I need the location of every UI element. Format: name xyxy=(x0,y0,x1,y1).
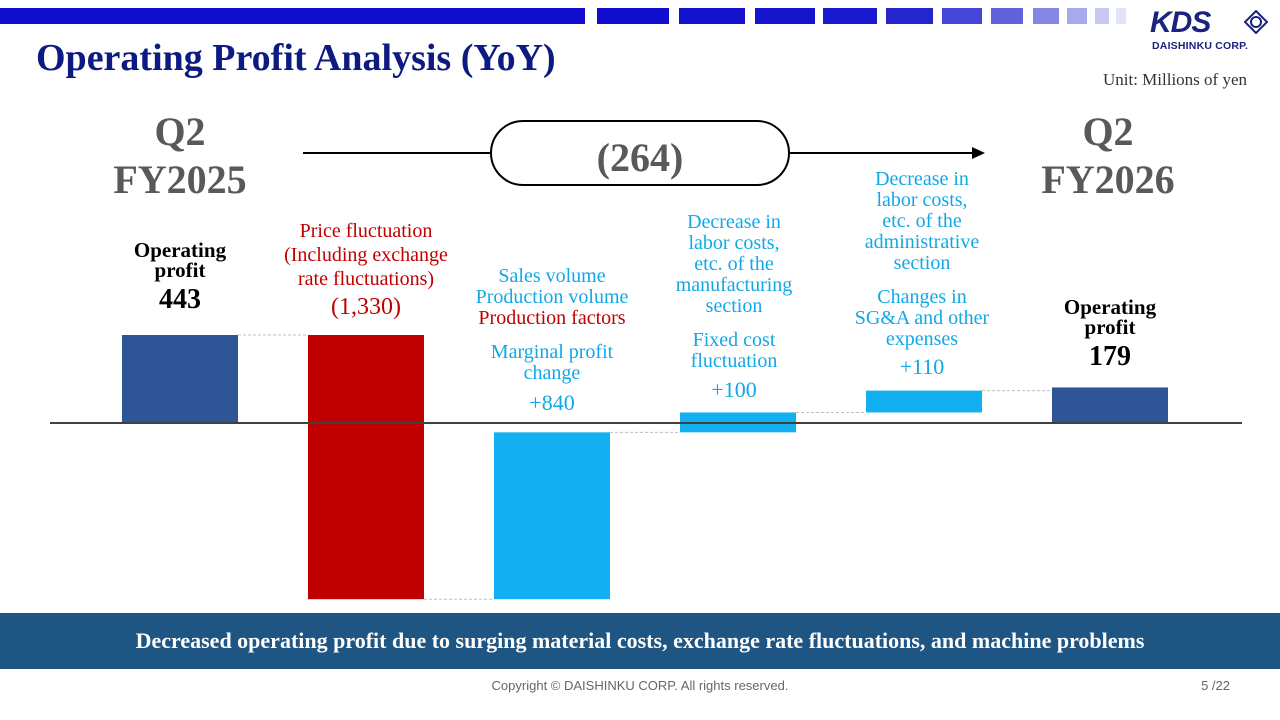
bar-sga xyxy=(866,390,982,413)
bar-end-profit xyxy=(1052,387,1168,423)
change-value: (264) xyxy=(597,135,684,180)
end-value: 179 xyxy=(1089,341,1131,372)
stripe-segment xyxy=(1067,8,1087,24)
marginal-top-3: Production factors xyxy=(478,307,626,329)
sga-top-5: section xyxy=(893,252,951,274)
sga-label: Decrease in labor costs, etc. of the adm… xyxy=(822,168,1022,379)
copyright: Copyright © DAISHINKU CORP. All rights r… xyxy=(491,678,789,693)
period-end-quarter: Q2 xyxy=(1082,109,1134,154)
end-label: Operating profit 179 xyxy=(1050,297,1170,377)
sga-top-3: etc. of the xyxy=(882,210,962,232)
price-value: (1,330) xyxy=(331,294,401,320)
sga-value: +110 xyxy=(899,354,945,379)
change-pill xyxy=(490,120,790,186)
price-line-3: rate fluctuations) xyxy=(297,268,435,290)
fixed-top-1: Decrease in xyxy=(687,211,781,233)
fixed-top-2: labor costs, xyxy=(688,232,780,254)
fixed-top-3: etc. of the xyxy=(694,253,774,275)
page-title: Operating Profit Analysis (YoY) xyxy=(36,37,556,79)
marginal-top-1: Sales volume xyxy=(498,265,606,287)
fixed-top-4: manufacturing xyxy=(675,274,793,296)
sga-line-3: expenses xyxy=(885,328,959,350)
logo-mark-icon xyxy=(1244,10,1268,34)
stripe-segment xyxy=(1116,8,1126,24)
logo-subtext: DAISHINKU CORP. xyxy=(1152,40,1249,52)
marginal-line-1: Marginal profit xyxy=(490,341,614,363)
period-end-year: FY2026 xyxy=(1041,157,1175,202)
sga-top-1: Decrease in xyxy=(875,168,969,190)
bar-marginal-profit xyxy=(494,432,610,600)
change-arrow-head-icon xyxy=(972,147,985,159)
company-logo: KDS DAISHINKU CORP. xyxy=(1150,6,1268,54)
stripe-segment xyxy=(597,8,669,24)
price-label: Price fluctuation (Including exchange ra… xyxy=(266,220,466,320)
start-label-text: Operating profit xyxy=(133,238,227,282)
fixed-line-1: Fixed cost xyxy=(692,329,776,351)
bar-start-profit xyxy=(122,335,238,423)
start-value: 443 xyxy=(159,284,201,315)
stripe-segment xyxy=(1033,8,1059,24)
period-start: Q2 FY2025 xyxy=(80,108,280,204)
page-number: 5 /22 xyxy=(1201,678,1230,693)
top-stripe xyxy=(0,8,1126,24)
marginal-line-2: change xyxy=(523,362,581,384)
stripe-segment xyxy=(755,8,815,24)
stripe-segment xyxy=(886,8,933,24)
marginal-label: Sales volume Production volume Productio… xyxy=(452,265,652,415)
end-label-text: Operating profit xyxy=(1063,295,1157,339)
fixed-value: +100 xyxy=(711,377,757,402)
stripe-segment xyxy=(942,8,982,24)
fixed-label: Decrease in labor costs, etc. of the man… xyxy=(634,211,834,402)
stripe-segment xyxy=(823,8,877,24)
period-end: Q2 FY2026 xyxy=(1008,108,1208,204)
marginal-top-2: Production volume xyxy=(475,286,629,308)
stripe-segment xyxy=(1095,8,1109,24)
fixed-top-5: section xyxy=(705,295,763,317)
stripe-segment xyxy=(0,8,585,24)
fixed-line-2: fluctuation xyxy=(690,350,778,372)
price-line-1: Price fluctuation xyxy=(299,220,433,242)
stripe-segment xyxy=(991,8,1023,24)
period-start-quarter: Q2 xyxy=(154,109,206,154)
start-label: Operating profit 443 xyxy=(120,240,240,320)
sga-top-4: administrative xyxy=(864,231,980,253)
bar-price-fluctuation xyxy=(308,335,424,600)
period-start-year: FY2025 xyxy=(113,157,247,202)
unit-label: Unit: Millions of yen xyxy=(1102,70,1247,89)
sga-line-2: SG&A and other xyxy=(854,307,990,329)
stripe-segment xyxy=(679,8,745,24)
summary-banner: Decreased operating profit due to surgin… xyxy=(0,613,1280,669)
sga-top-2: labor costs, xyxy=(876,189,968,211)
waterfall-chart: (264) xyxy=(50,120,1242,600)
marginal-value: +840 xyxy=(529,390,575,415)
logo-text: KDS xyxy=(1150,6,1211,39)
price-line-2: (Including exchange xyxy=(284,244,448,266)
sga-line-1: Changes in xyxy=(877,286,967,308)
